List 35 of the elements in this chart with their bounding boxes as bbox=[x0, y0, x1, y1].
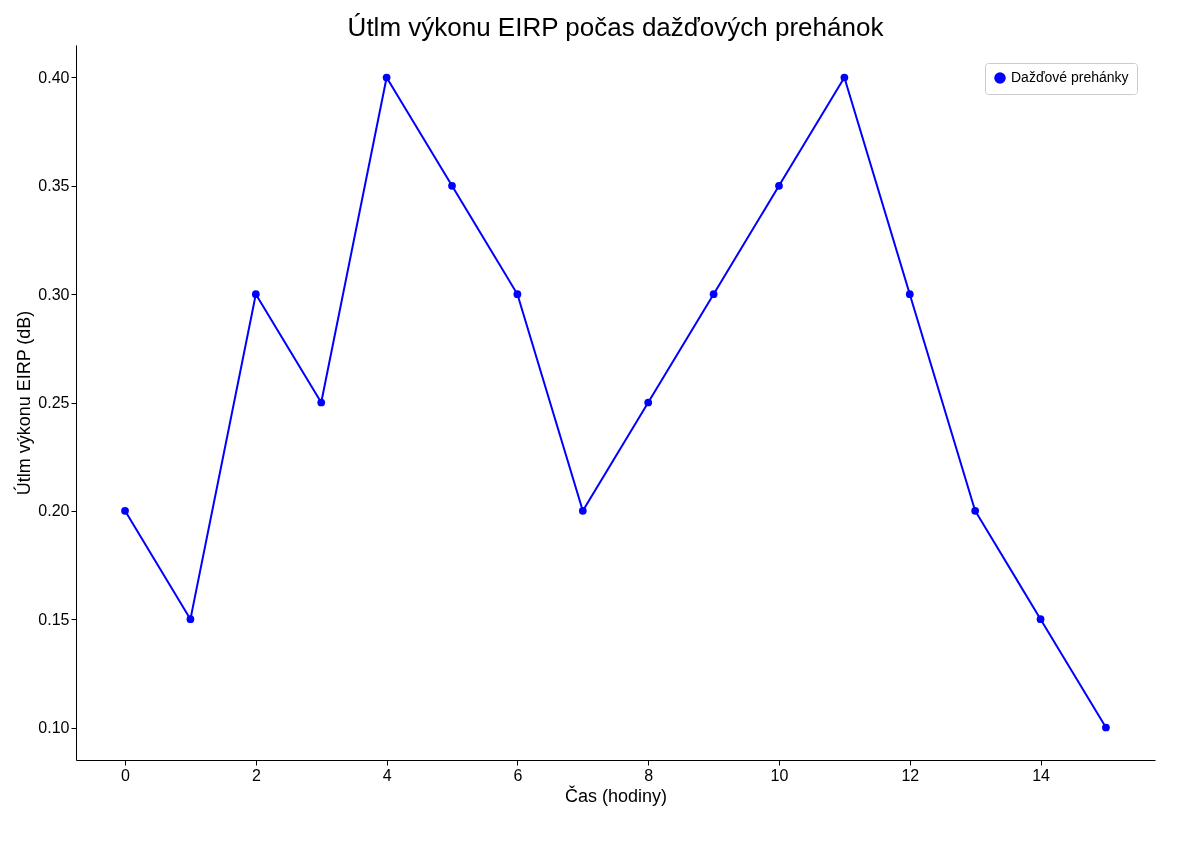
legend-label: Dažďové prehánky bbox=[1011, 69, 1129, 85]
point bbox=[1036, 615, 1045, 624]
point bbox=[448, 181, 456, 190]
chart-title: Útlm výkonu EIRP počas dažďových prehánok bbox=[347, 12, 885, 42]
point bbox=[1102, 723, 1110, 732]
x-tick-label: 10 bbox=[770, 766, 789, 784]
point bbox=[317, 398, 326, 407]
y-tick-label: 0.30 bbox=[38, 285, 70, 303]
point bbox=[905, 290, 914, 299]
y-tick-label: 0.10 bbox=[38, 719, 70, 736]
point bbox=[251, 290, 260, 299]
x-tick-label: 4 bbox=[382, 766, 392, 784]
point bbox=[513, 290, 522, 299]
x-tick-label: 2 bbox=[251, 766, 261, 784]
x-tick-label: 6 bbox=[513, 766, 523, 784]
y-tick-label: 0.20 bbox=[38, 502, 70, 520]
y-tick-label: 0.15 bbox=[38, 610, 70, 628]
x-tick-label: 12 bbox=[901, 766, 920, 784]
x-axis-title: Čas (hodiny) bbox=[564, 784, 668, 806]
x-tick-label: 14 bbox=[1032, 766, 1051, 784]
point bbox=[186, 615, 195, 624]
point bbox=[121, 506, 129, 515]
y-tick-label: 0.25 bbox=[38, 394, 70, 411]
y-tick-label: 0.40 bbox=[38, 69, 70, 86]
point bbox=[578, 506, 587, 515]
y-axis-title: Útlm výkonu EIRP (dB) bbox=[13, 310, 35, 496]
x-tick-label: 0 bbox=[121, 766, 131, 784]
point bbox=[840, 73, 849, 82]
x-tick-label: 8 bbox=[644, 766, 654, 784]
point bbox=[971, 506, 980, 515]
y-tick-label: 0.35 bbox=[38, 177, 70, 195]
point bbox=[644, 398, 653, 407]
point bbox=[709, 290, 718, 299]
point bbox=[382, 73, 391, 82]
point bbox=[775, 181, 783, 190]
